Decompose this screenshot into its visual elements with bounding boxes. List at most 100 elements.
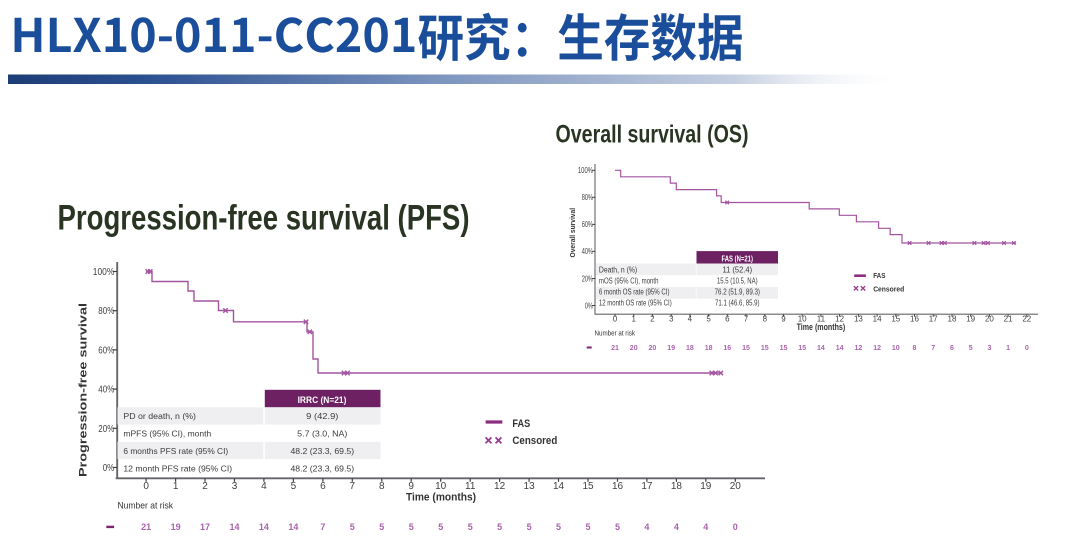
svg-text:Number at risk: Number at risk [595,329,636,338]
svg-text:FAS: FAS [873,271,885,280]
svg-text:15: 15 [780,345,788,352]
svg-text:12 month PFS rate (95% CI): 12 month PFS rate (95% CI) [123,464,232,474]
svg-text:8: 8 [913,345,917,352]
svg-text:5: 5 [291,481,297,492]
svg-text:14: 14 [836,345,844,352]
svg-text:Time (months): Time (months) [797,322,846,332]
svg-text:5: 5 [527,522,532,532]
svg-text:6: 6 [950,345,954,352]
svg-text:12 month OS rate (95% CI): 12 month OS rate (95% CI) [599,299,672,308]
svg-text:16: 16 [723,345,731,352]
svg-text:20: 20 [649,345,657,352]
svg-text:6: 6 [320,481,326,492]
svg-text:Censored: Censored [873,285,904,294]
svg-text:5: 5 [969,345,973,352]
svg-text:18: 18 [686,345,694,352]
svg-text:Death, n (%): Death, n (%) [599,265,638,274]
svg-text:5: 5 [468,522,473,532]
svg-text:3: 3 [232,481,238,492]
svg-text:5: 5 [706,315,711,324]
svg-text:48.2 (23.3, 69.5): 48.2 (23.3, 69.5) [290,446,354,456]
svg-text:18: 18 [948,315,957,324]
svg-text:20: 20 [630,345,638,352]
svg-text:20%: 20% [98,424,114,435]
svg-text:3: 3 [987,345,991,352]
svg-text:11: 11 [817,315,826,324]
svg-text:13: 13 [854,315,863,324]
svg-text:14: 14 [817,345,825,352]
svg-text:21: 21 [1004,315,1013,324]
svg-text:4: 4 [688,315,693,324]
svg-text:FAS: FAS [512,418,530,430]
svg-text:4: 4 [644,522,649,532]
svg-text:40%: 40% [582,247,593,256]
svg-text:12: 12 [835,315,844,324]
svg-text:76.2 (51.9, 89.3): 76.2 (51.9, 89.3) [715,288,761,297]
svg-text:0%: 0% [585,301,593,310]
svg-text:15: 15 [761,345,769,352]
svg-text:100%: 100% [93,267,115,278]
svg-text:10: 10 [892,345,900,352]
svg-text:14: 14 [873,315,882,324]
svg-text:14: 14 [288,522,298,532]
svg-text:7: 7 [931,345,935,352]
svg-text:7: 7 [744,315,749,324]
svg-text:15: 15 [891,315,900,324]
svg-text:19: 19 [171,522,181,532]
svg-text:80%: 80% [582,193,593,202]
svg-text:1: 1 [631,315,636,324]
svg-text:17: 17 [929,315,938,324]
svg-text:20%: 20% [582,274,593,283]
svg-text:48.2 (23.3, 69.5): 48.2 (23.3, 69.5) [290,464,354,474]
svg-text:Progression-free survival (PFS: Progression-free survival (PFS) [58,198,470,237]
svg-text:5: 5 [379,522,384,532]
svg-text:80%: 80% [98,306,114,317]
svg-text:5: 5 [615,522,620,532]
svg-text:5: 5 [585,522,590,532]
svg-text:60%: 60% [582,220,593,229]
svg-text:15: 15 [798,345,806,352]
svg-text:0: 0 [613,315,618,324]
svg-text:100%: 100% [578,166,593,175]
svg-text:4: 4 [674,522,679,532]
svg-text:FAS (N=21): FAS (N=21) [721,254,753,263]
svg-text:15: 15 [742,345,750,352]
svg-text:14: 14 [259,522,269,532]
svg-text:5.7 (3.0, NA): 5.7 (3.0, NA) [297,429,347,439]
svg-text:21: 21 [141,522,151,532]
svg-text:5: 5 [497,522,502,532]
svg-text:0%: 0% [103,463,115,474]
svg-text:22: 22 [1022,315,1031,324]
svg-text:1: 1 [173,481,179,492]
svg-text:16: 16 [910,315,919,324]
svg-text:14: 14 [229,522,239,532]
svg-text:71.1 (46.6, 85.9): 71.1 (46.6, 85.9) [715,299,760,308]
svg-text:10: 10 [798,315,807,324]
svg-text:19: 19 [966,315,975,324]
svg-text:13: 13 [524,481,536,492]
svg-text:20: 20 [730,481,742,492]
svg-text:10: 10 [435,481,447,492]
svg-text:4: 4 [261,481,267,492]
svg-text:20: 20 [985,315,994,324]
svg-text:Progression-free survival: Progression-free survival [78,303,90,477]
svg-text:3: 3 [669,315,674,324]
svg-text:11 (52.4): 11 (52.4) [723,265,753,274]
svg-text:21: 21 [611,345,619,352]
svg-text:Number at risk: Number at risk [118,501,174,512]
svg-text:5: 5 [556,522,561,532]
svg-text:8: 8 [379,481,385,492]
svg-text:15: 15 [582,481,594,492]
svg-text:14: 14 [553,481,565,492]
svg-text:Censored: Censored [512,435,557,447]
svg-text:12: 12 [494,481,506,492]
svg-text:0: 0 [733,522,738,532]
svg-text:7: 7 [320,522,325,532]
svg-text:19: 19 [700,481,712,492]
svg-text:mOS (95% CI), month: mOS (95% CI), month [599,277,659,286]
svg-text:8: 8 [763,315,768,324]
svg-text:1: 1 [1006,345,1010,352]
svg-text:2: 2 [202,481,208,492]
svg-text:mPFS (95% CI), month: mPFS (95% CI), month [123,429,211,439]
svg-text:6 month OS rate (95% CI): 6 month OS rate (95% CI) [599,288,670,297]
